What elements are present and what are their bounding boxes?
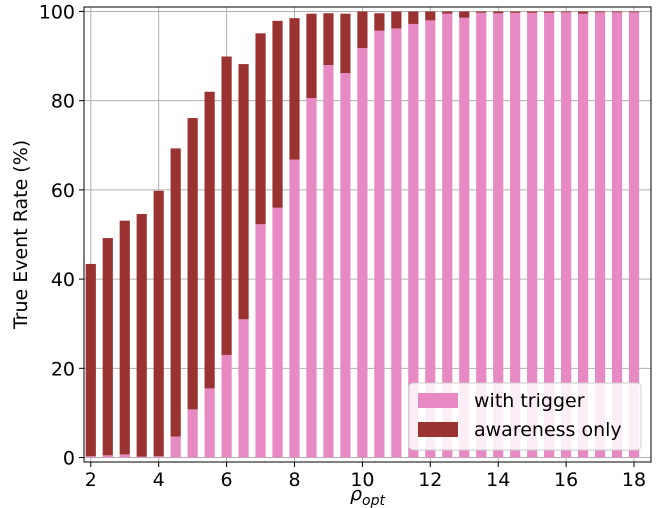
x-axis-title-subscript: opt <box>362 493 385 508</box>
bar-with-trigger <box>391 28 401 457</box>
bar-awareness-only <box>374 13 384 30</box>
x-tick-label: 18 <box>622 469 646 491</box>
bar-awareness-only <box>527 11 537 12</box>
x-tick-label: 2 <box>85 469 97 491</box>
legend-label: with trigger <box>474 390 585 412</box>
bar-awareness-only <box>391 11 401 28</box>
y-tick-label: 20 <box>51 358 75 380</box>
y-tick-label: 40 <box>51 269 75 291</box>
x-tick-label: 6 <box>221 469 233 491</box>
bar-awareness-only <box>188 118 198 409</box>
bar-awareness-only <box>154 191 164 456</box>
bar-awareness-only <box>425 11 435 20</box>
bar-with-trigger <box>154 456 164 457</box>
bar-awareness-only <box>222 57 232 355</box>
bar-with-trigger <box>272 208 282 458</box>
bar-with-trigger <box>103 455 113 457</box>
bar-awareness-only <box>578 11 588 13</box>
bar-with-trigger <box>357 48 367 458</box>
bar-awareness-only <box>357 11 367 48</box>
bar-with-trigger <box>374 31 384 458</box>
bar-awareness-only <box>289 18 299 159</box>
x-tick-label: 4 <box>153 469 165 491</box>
bar-awareness-only <box>120 221 130 455</box>
x-tick-label: 16 <box>554 469 578 491</box>
bar-awareness-only <box>340 14 350 73</box>
bar-with-trigger <box>171 437 181 458</box>
y-tick-label: 0 <box>63 448 75 470</box>
legend-label: awareness only <box>474 419 622 441</box>
bar-awareness-only <box>137 214 147 457</box>
bar-awareness-only <box>442 11 452 13</box>
bar-awareness-only <box>205 92 215 389</box>
y-tick-label: 80 <box>51 91 75 113</box>
bar-with-trigger <box>205 388 215 457</box>
bar-awareness-only <box>272 21 282 208</box>
y-tick-label: 60 <box>51 180 75 202</box>
bar-awareness-only <box>255 33 265 224</box>
bar-awareness-only <box>86 264 96 456</box>
bar-awareness-only <box>323 13 333 65</box>
bar-awareness-only <box>238 64 248 319</box>
bar-awareness-only <box>629 11 639 12</box>
x-axis-title-symbol: ρ <box>350 483 362 505</box>
bar-awareness-only <box>306 14 316 98</box>
x-tick-label: 8 <box>288 469 300 491</box>
bar-with-trigger <box>289 160 299 458</box>
bar-awareness-only <box>510 11 520 12</box>
bar-with-trigger <box>255 224 265 457</box>
bar-awareness-only <box>493 11 503 13</box>
bar-with-trigger <box>238 319 248 457</box>
y-axis-title: True Event Rate (%) <box>10 140 32 330</box>
bar-with-trigger <box>222 355 232 458</box>
legend-swatch <box>418 393 458 408</box>
bar-with-trigger <box>137 457 147 458</box>
bar-awareness-only <box>103 238 113 455</box>
bar-awareness-only <box>561 11 571 12</box>
x-tick-label: 12 <box>418 469 442 491</box>
bar-with-trigger <box>120 454 130 457</box>
legend-swatch <box>418 422 458 437</box>
bar-with-trigger <box>340 73 350 458</box>
bar-with-trigger <box>306 98 316 458</box>
bar-awareness-only <box>476 11 486 12</box>
bar-with-trigger <box>86 456 96 457</box>
bar-awareness-only <box>171 148 181 436</box>
bar-awareness-only <box>544 11 554 12</box>
bar-awareness-only <box>595 11 605 12</box>
bar-awareness-only <box>408 11 418 23</box>
bar-awareness-only <box>612 11 622 12</box>
legend: with trigger awareness only <box>409 383 641 450</box>
y-tick-label: 100 <box>39 1 75 23</box>
bar-awareness-only <box>459 11 469 17</box>
bar-with-trigger <box>188 409 198 457</box>
bar-with-trigger <box>323 65 333 458</box>
x-tick-label: 14 <box>486 469 510 491</box>
